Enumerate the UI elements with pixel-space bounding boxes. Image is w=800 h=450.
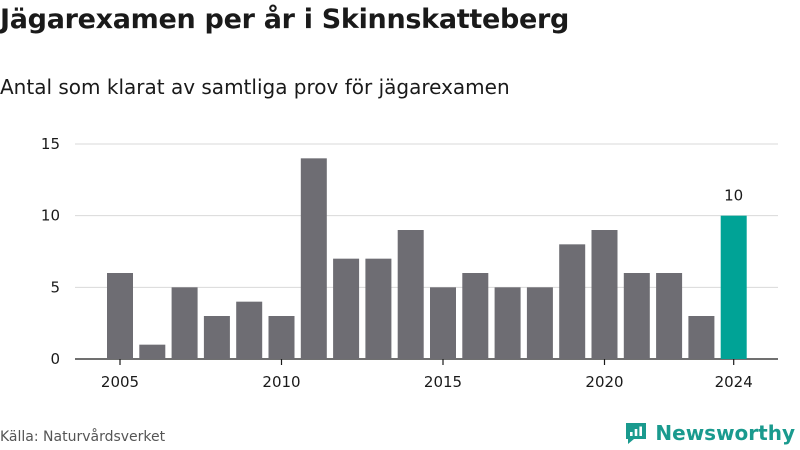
- data-label-highlight: 10: [724, 187, 743, 205]
- x-tick-label: 2024: [715, 373, 753, 391]
- bar: [559, 244, 586, 359]
- bar: [656, 273, 683, 359]
- x-tick-label: 2015: [424, 373, 462, 391]
- bar: [203, 316, 230, 359]
- brand-logo: Newsworthy: [623, 420, 795, 446]
- y-tick-label: 5: [50, 278, 60, 296]
- labels: 0 5 10 15 2005 2010 2015 2020 2024 10: [41, 135, 753, 391]
- bar: [430, 287, 456, 359]
- bar: [462, 273, 489, 359]
- x-tick-label: 2020: [585, 373, 623, 391]
- bar: [591, 230, 618, 359]
- x-tick-label: 2005: [101, 373, 139, 391]
- bar-highlight: [720, 215, 747, 359]
- brand-name: Newsworthy: [655, 421, 795, 445]
- bar: [236, 301, 263, 359]
- bar: [397, 230, 424, 359]
- bar: [300, 158, 327, 359]
- y-tick-label: 15: [41, 135, 60, 153]
- bar: [139, 344, 166, 359]
- bar: [623, 273, 650, 359]
- bar: [171, 287, 198, 359]
- bars: [107, 158, 747, 359]
- chart-title: Jägarexamen per år i Skinnskatteberg: [0, 4, 570, 35]
- bar: [333, 258, 360, 359]
- newsworthy-logo-icon: [626, 423, 647, 444]
- bar: [107, 273, 133, 359]
- bar-chart: 0 5 10 15 2005 2010 2015 2020 2024 10: [41, 135, 778, 391]
- x-tick-label: 2010: [262, 373, 300, 391]
- chart-subtitle: Antal som klarat av samtliga prov för jä…: [0, 75, 510, 99]
- bar: [365, 258, 392, 359]
- y-tick-label: 0: [50, 350, 60, 368]
- y-tick-label: 10: [41, 207, 60, 225]
- bar: [268, 316, 295, 359]
- bar: [494, 287, 521, 359]
- bar: [688, 316, 715, 359]
- source-note: Källa: Naturvårdsverket: [0, 429, 166, 445]
- bar: [526, 287, 553, 359]
